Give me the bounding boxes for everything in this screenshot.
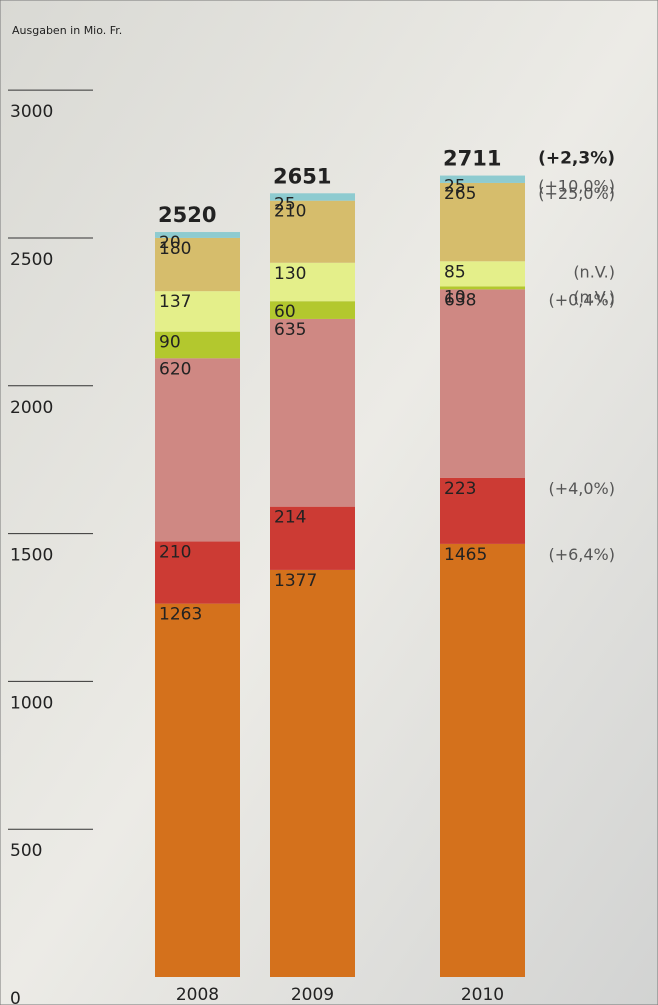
value-label: 130 [274, 264, 306, 284]
value-label: 25 [444, 177, 466, 197]
chart: Ausgaben in Mio. Fr. 0 500 1000 1500 2000 250… [0, 0, 658, 1005]
value-label: 1377 [274, 571, 317, 591]
bar-segment [155, 604, 240, 977]
x-tick-label: 2009 [291, 985, 334, 1005]
total-change: (+2,3%) [538, 149, 615, 169]
value-label: 20 [159, 233, 181, 253]
y-tick-label: 1000 [10, 693, 53, 713]
y-tick-label: 2500 [10, 250, 53, 270]
x-tick-label: 2008 [176, 985, 219, 1005]
value-label: 10 [444, 287, 466, 307]
value-label: 85 [444, 262, 466, 282]
value-label: 635 [274, 320, 306, 340]
bar-segment [155, 358, 240, 541]
change-label: (+4,0%) [548, 479, 615, 498]
change-label: (n.V.) [573, 287, 615, 306]
value-label: 223 [444, 479, 476, 499]
bar-segment [440, 544, 525, 977]
page: Ausgaben in Mio. Fr. 0 500 1000 1500 2000 250… [0, 0, 658, 1005]
y-tick-label: 2000 [10, 398, 53, 418]
value-label: 60 [274, 302, 296, 322]
value-label: 210 [159, 543, 191, 563]
y-tick-label: 500 [10, 841, 42, 861]
y-tick-label: 0 [10, 989, 21, 1005]
x-tick-label: 2010 [461, 985, 504, 1005]
value-label: 1263 [159, 605, 202, 625]
bar-segment [270, 570, 355, 977]
value-label: 137 [159, 292, 191, 312]
value-label: 620 [159, 359, 191, 379]
total-label: 2520 [158, 203, 216, 227]
value-label: 214 [274, 508, 306, 528]
value-label: 90 [159, 333, 181, 353]
y-tick-label: 1500 [10, 546, 53, 566]
y-axis-label: Ausgaben in Mio. Fr. [12, 24, 122, 37]
change-label: (+6,4%) [548, 545, 615, 564]
y-tick-label: 3000 [10, 102, 53, 122]
value-label: 1465 [444, 545, 487, 565]
value-label: 25 [274, 194, 296, 214]
bar-segment [440, 289, 525, 478]
total-label: 2711 [443, 147, 501, 171]
bar-segment [270, 319, 355, 507]
change-label: (n.V.) [573, 262, 615, 281]
total-label: 2651 [273, 164, 331, 188]
change-label: (+10,0%) [538, 177, 615, 196]
